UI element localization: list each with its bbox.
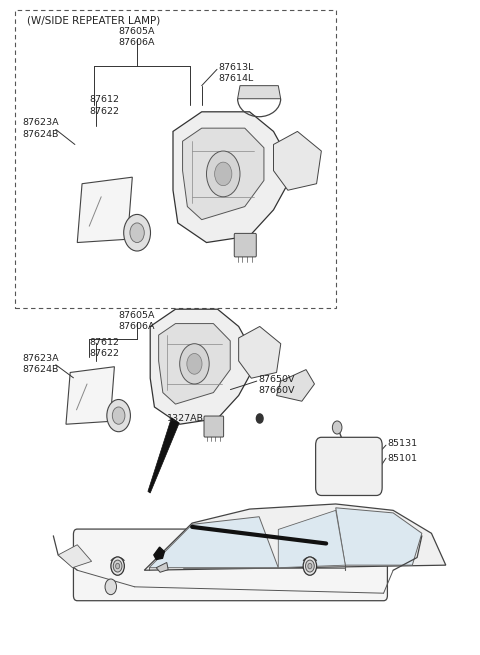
Circle shape [206,151,240,196]
Circle shape [308,563,312,569]
Circle shape [107,400,131,432]
Circle shape [112,407,125,424]
Circle shape [116,563,120,569]
Bar [15,10,336,308]
Text: 85101: 85101 [387,454,418,462]
Circle shape [256,414,263,423]
Polygon shape [156,563,168,572]
Circle shape [180,344,209,384]
Polygon shape [150,309,252,424]
FancyBboxPatch shape [234,233,256,257]
Circle shape [332,421,342,434]
Polygon shape [77,177,132,242]
Circle shape [113,560,122,572]
Circle shape [130,223,144,242]
Text: 1327AB: 1327AB [167,414,204,422]
Polygon shape [336,508,422,565]
Polygon shape [274,132,322,190]
Text: 87650V
87660V: 87650V 87660V [258,375,295,395]
Circle shape [187,354,202,374]
Circle shape [105,579,117,595]
FancyBboxPatch shape [73,529,387,601]
Polygon shape [173,112,288,242]
Text: 87623A
87624B: 87623A 87624B [22,119,59,139]
Polygon shape [58,545,92,568]
Text: 85131: 85131 [387,440,418,448]
Polygon shape [276,369,314,402]
Circle shape [124,214,151,251]
Polygon shape [149,517,278,568]
Circle shape [215,162,232,185]
Text: 87613L
87614L: 87613L 87614L [218,63,254,83]
Polygon shape [154,547,164,559]
Text: 87612
87622: 87612 87622 [89,96,119,116]
Polygon shape [158,324,230,404]
Text: 87605A
87606A: 87605A 87606A [119,27,156,47]
Polygon shape [239,326,281,378]
Polygon shape [144,504,446,571]
Polygon shape [148,418,179,493]
Text: 87623A
87624B: 87623A 87624B [22,354,59,374]
Polygon shape [182,128,264,219]
Polygon shape [66,367,114,424]
Polygon shape [238,86,281,99]
Text: 87605A
87606A: 87605A 87606A [119,310,156,331]
Circle shape [305,560,314,572]
Polygon shape [278,510,345,568]
Text: (W/SIDE REPEATER LAMP): (W/SIDE REPEATER LAMP) [27,15,160,25]
Circle shape [111,557,124,575]
Circle shape [303,557,317,575]
FancyBboxPatch shape [316,438,382,495]
Text: 87612
87622: 87612 87622 [89,338,119,358]
FancyBboxPatch shape [204,416,224,437]
